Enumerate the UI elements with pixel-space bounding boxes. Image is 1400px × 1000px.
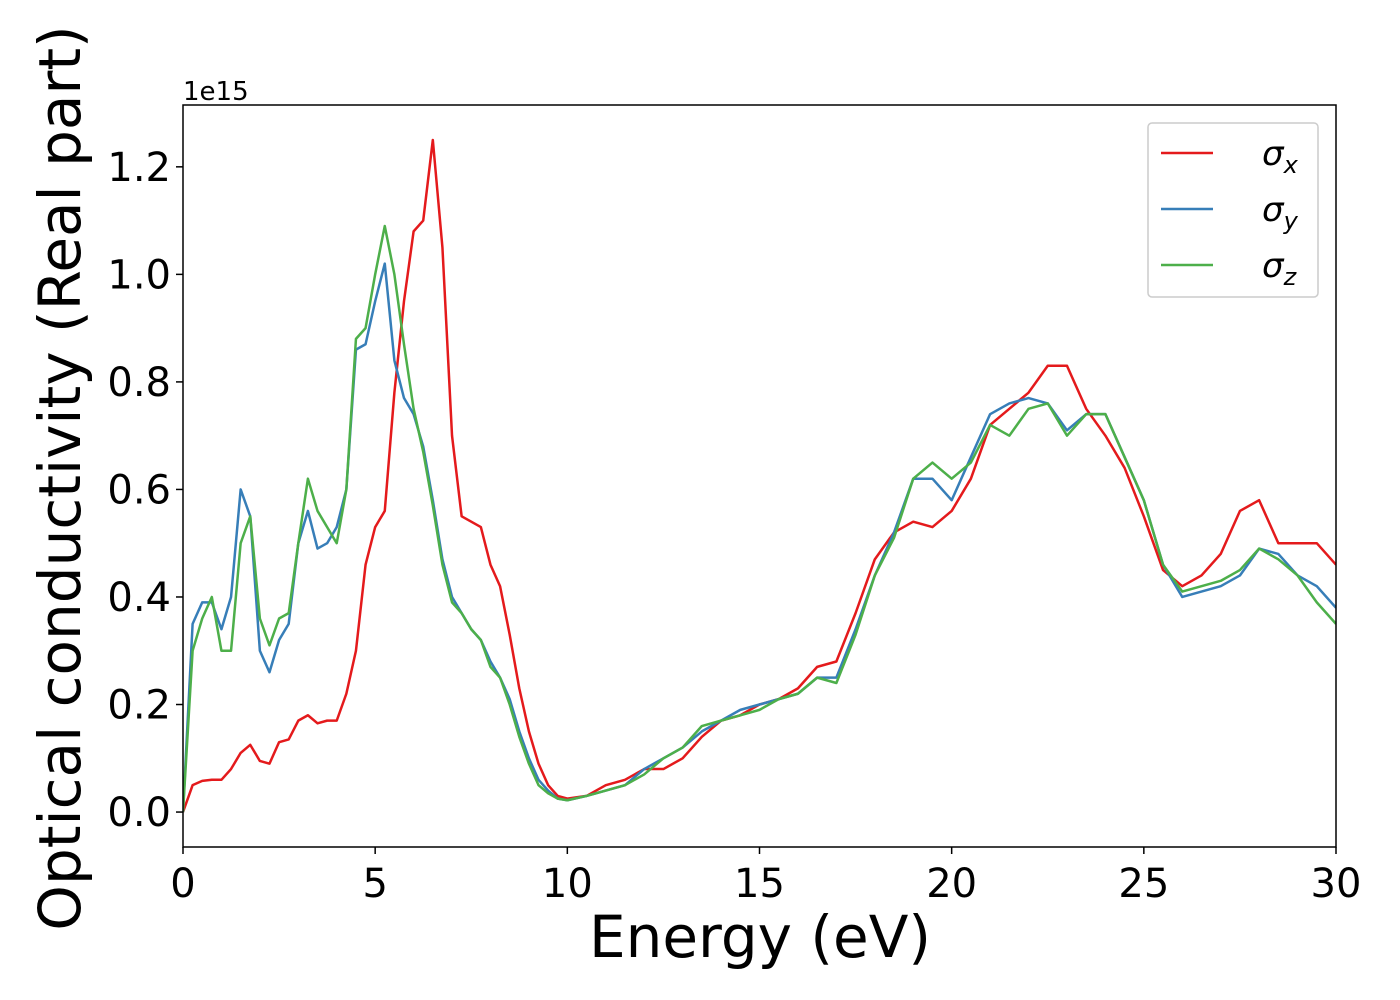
x-tick-label: 20 [926, 861, 977, 907]
y-tick-label: 1.2 [107, 145, 171, 191]
y-tick-label: 0.6 [107, 467, 171, 513]
x-tick-label: 30 [1311, 861, 1362, 907]
legend-label: σx [1262, 134, 1299, 179]
y-tick-label: 0.2 [107, 683, 171, 729]
series-line [183, 138, 1336, 813]
y-offset-label: 1e15 [183, 77, 249, 107]
y-tick-label: 0.8 [107, 360, 171, 406]
legend-label: σy [1262, 190, 1299, 235]
x-tick-label: 15 [734, 861, 785, 907]
y-tick-label: 1.0 [107, 252, 171, 298]
y-tick-label: 0.0 [107, 790, 171, 836]
plot-frame [182, 104, 1337, 848]
x-tick-label: 25 [1118, 861, 1169, 907]
x-axis-label: Energy (eV) [589, 903, 931, 971]
x-tick-label: 5 [362, 861, 387, 907]
x-tick-label: 10 [542, 861, 593, 907]
y-axis-label: Optical conductivity (Real part) [26, 25, 94, 930]
series-line [183, 224, 1336, 813]
legend-label: σz [1262, 246, 1298, 291]
x-tick-label: 0 [170, 861, 195, 907]
y-tick-label: 0.4 [107, 575, 171, 621]
legend-box [1147, 122, 1319, 298]
